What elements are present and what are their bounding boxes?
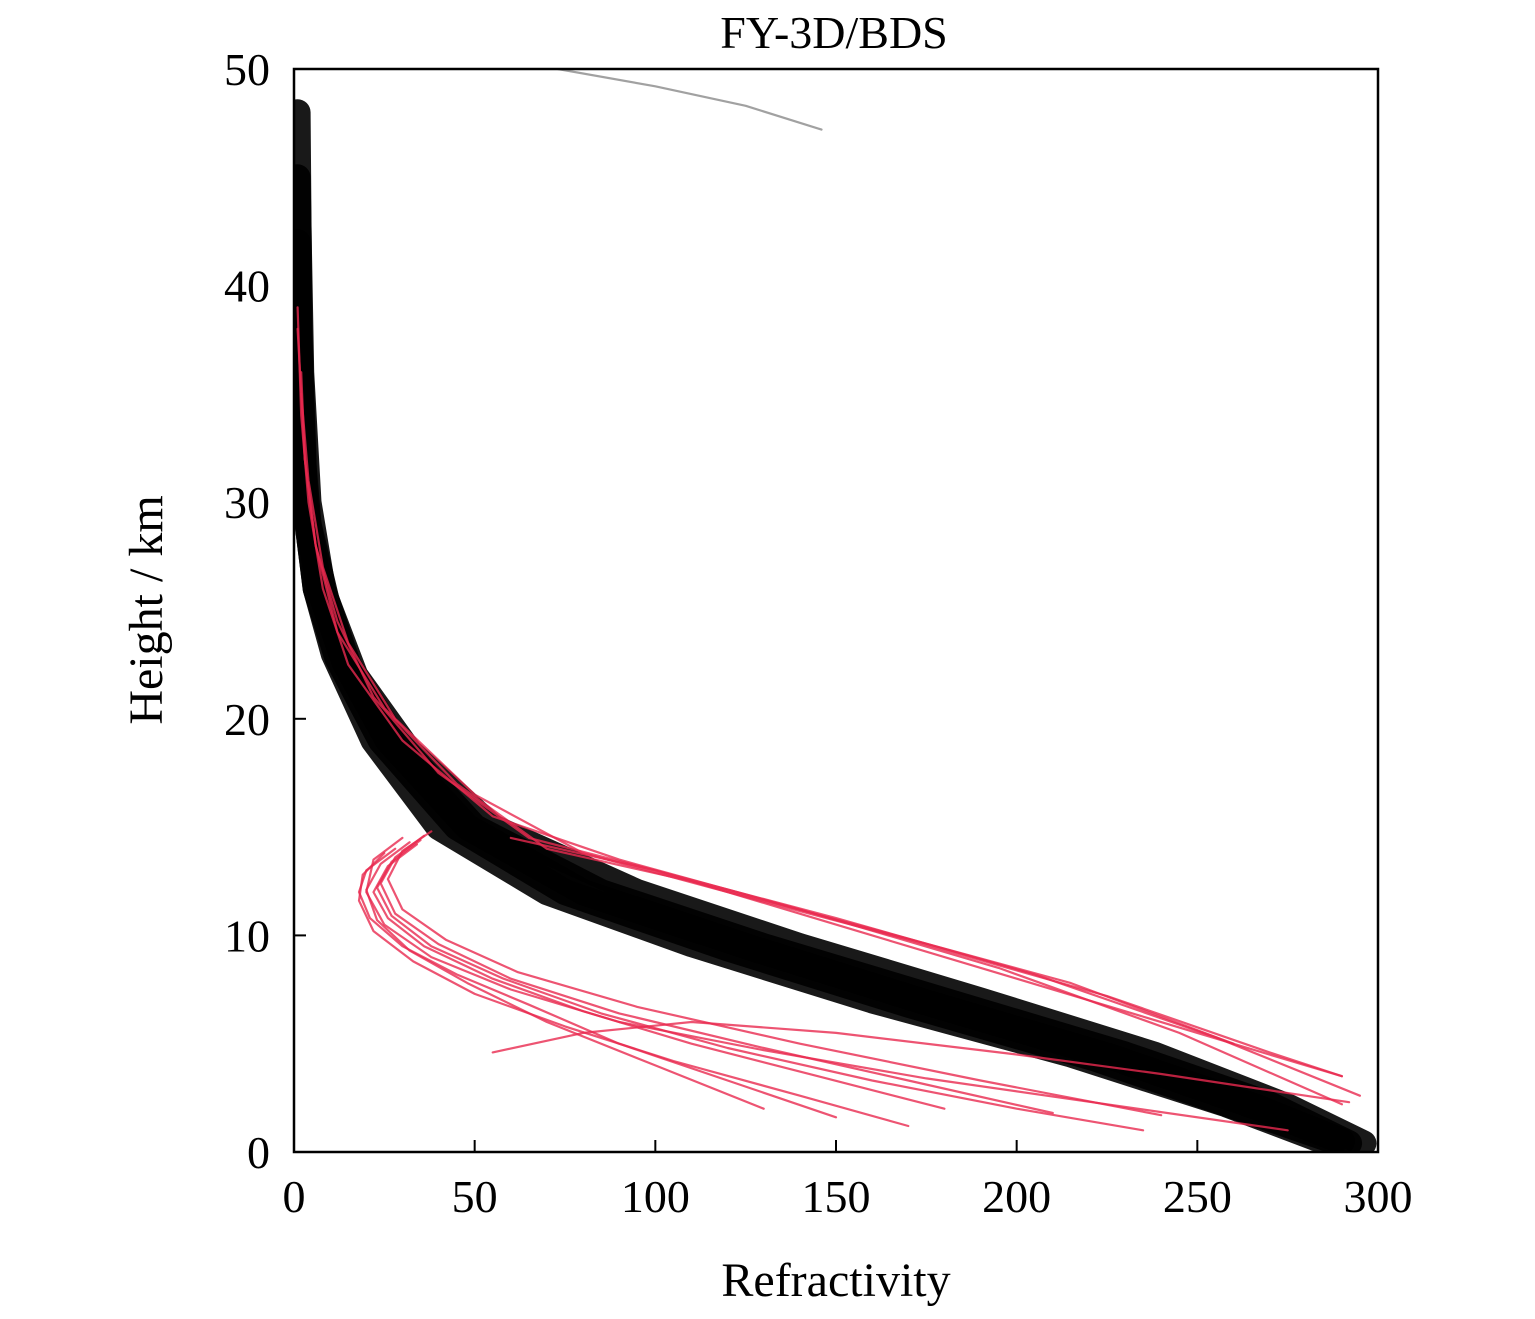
series-line-18 [509,836,1343,1078]
x-tick-label: 150 [802,1171,871,1222]
series-line-15 [357,852,910,1128]
x-tick-label: 250 [1163,1171,1232,1222]
series-line-7 [296,327,1235,1045]
x-tick-label: 50 [452,1171,498,1222]
y-axis: 0 10 20 30 40 50 [224,44,306,1178]
x-axis: 0 50 100 150 200 250 300 [283,1140,1413,1222]
x-tick-label: 300 [1344,1171,1413,1222]
y-tick-label: 50 [224,44,270,95]
y-tick-label: 0 [247,1127,270,1178]
series-line-13 [365,841,765,1110]
y-axis-label: Height / km [120,495,173,724]
y-tick-label: 10 [224,910,270,961]
series-layer [294,69,1377,1152]
series-line-3 [294,315,1377,1152]
series-line-8 [300,392,1343,1078]
x-axis-label: Refractivity [721,1254,950,1307]
series-line-4 [294,229,1355,1152]
x-tick-label: 200 [982,1171,1051,1222]
series-line-9 [365,836,1289,1132]
x-tick-label: 0 [283,1171,306,1222]
y-tick-label: 20 [224,694,270,745]
series-line-14 [386,830,1163,1117]
series-line-19 [556,69,823,131]
y-tick-label: 30 [224,477,270,528]
series-line-17 [491,1020,1351,1104]
y-tick-label: 40 [224,261,270,312]
x-tick-label: 100 [621,1171,690,1222]
series-line-16 [376,839,1145,1132]
chart-title: FY-3D/BDS [720,7,948,58]
series-line-2 [294,272,1348,1152]
